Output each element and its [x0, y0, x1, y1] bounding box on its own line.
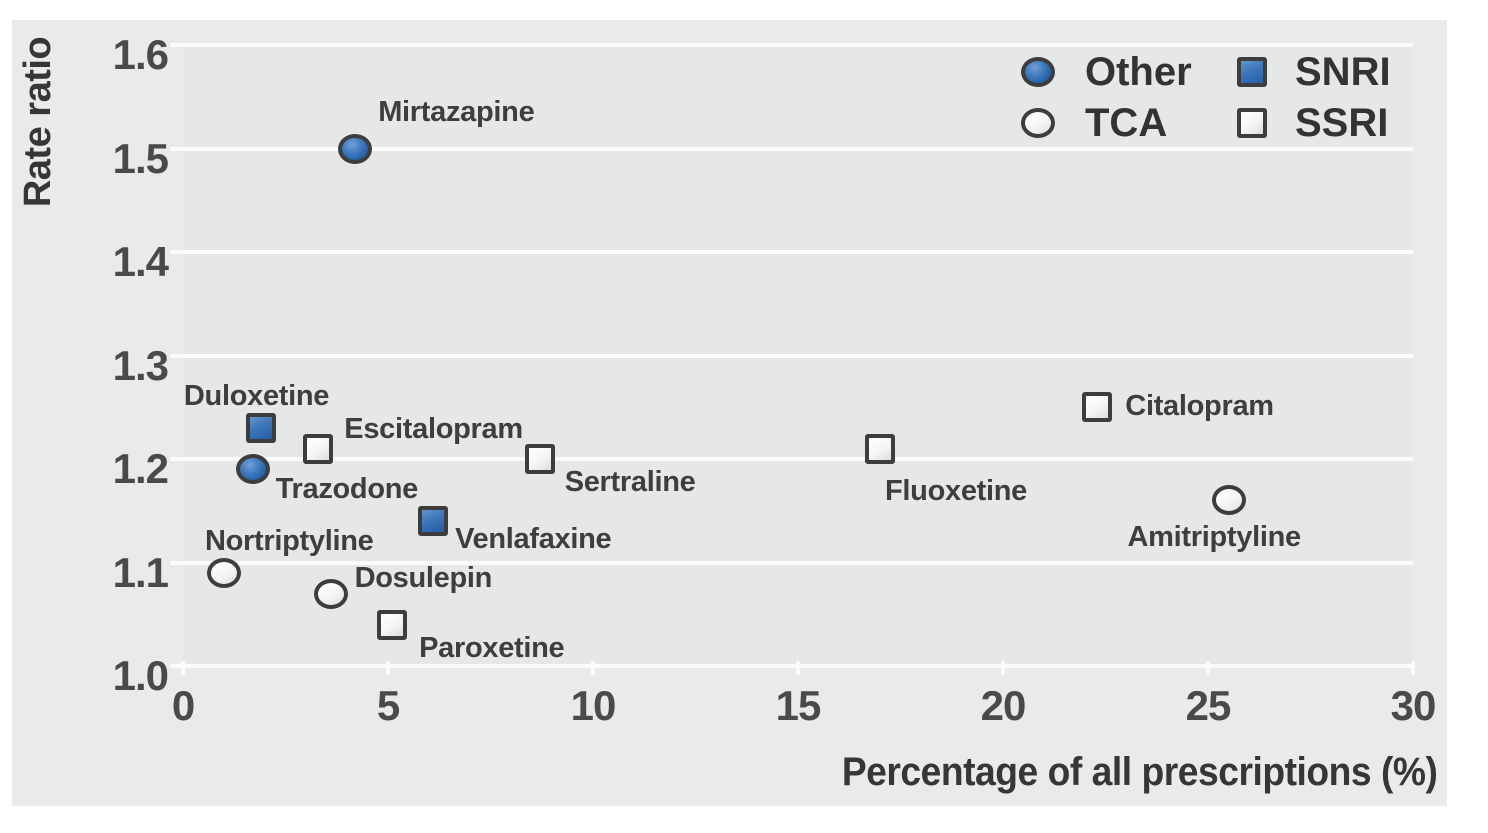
point-nortriptyline-label: Nortriptyline [205, 524, 374, 557]
y-axis-tick-label: 1.1 [112, 548, 169, 596]
y-axis-tick [170, 250, 184, 254]
gridline [183, 353, 1413, 358]
point-fluoxetine-label: Fluoxetine [885, 474, 1028, 507]
y-axis-title: Rate ratio [17, 36, 59, 208]
point-dosulepin-marker [313, 578, 348, 609]
x-axis-tick [591, 661, 595, 675]
point-trazodone-marker [235, 454, 270, 485]
x-axis-tick-label: 30 [1390, 682, 1437, 729]
y-axis-tick [170, 457, 184, 461]
point-citalopram-label: Citalopram [1125, 390, 1274, 423]
gridline [183, 250, 1413, 254]
point-paroxetine-marker [377, 609, 408, 640]
point-trazodone-label: Trazodone [275, 473, 419, 506]
legend-tca-marker-icon [1021, 108, 1055, 138]
x-axis-tick [1206, 661, 1210, 675]
point-sertraline-label: Sertraline [564, 466, 696, 498]
x-axis-tick [1411, 661, 1415, 675]
legend-ssri-marker-icon [1237, 108, 1267, 138]
y-axis-tick-label: 1.4 [112, 238, 169, 285]
x-axis-tick [181, 661, 185, 675]
y-axis-tick-label: 1.3 [112, 341, 169, 389]
x-axis-tick [386, 661, 390, 675]
point-venlafaxine-label: Venlafaxine [455, 523, 612, 556]
x-axis-tick-label: 10 [570, 682, 617, 729]
y-axis-tick [170, 43, 184, 47]
point-sertraline-marker [524, 444, 555, 474]
legend-snri-marker-icon [1237, 57, 1267, 87]
point-dosulepin-label: Dosulepin [354, 561, 493, 594]
point-amitriptyline-label: Amitriptyline [1127, 521, 1302, 554]
legend-ssri-label: SSRI [1295, 101, 1389, 145]
y-axis-tick [170, 353, 184, 358]
point-mirtazapine-marker [338, 133, 373, 164]
y-axis-tick-label: 1.5 [112, 134, 169, 182]
point-nortriptyline-marker [207, 557, 241, 588]
point-paroxetine-label: Paroxetine [419, 631, 565, 664]
point-venlafaxine-marker [418, 506, 449, 537]
y-axis-tick-label: 1.0 [112, 652, 169, 699]
point-citalopram-marker [1082, 392, 1113, 423]
gridline [183, 43, 1413, 47]
x-axis-tick [796, 661, 800, 675]
point-duloxetine-label: Duloxetine [183, 379, 330, 412]
gridline [183, 457, 1413, 461]
gridline [183, 560, 1413, 565]
x-axis-tick-label: 20 [980, 682, 1027, 729]
x-axis-tick-label: 5 [376, 682, 400, 729]
point-mirtazapine-label: Mirtazapine [378, 95, 535, 128]
y-axis-tick [170, 664, 184, 668]
point-duloxetine-marker [245, 412, 276, 443]
y-axis-tick-label: 1.2 [112, 445, 169, 492]
point-escitalopram-label: Escitalopram [344, 412, 523, 445]
point-escitalopram-marker [303, 433, 334, 464]
point-amitriptyline-marker [1211, 485, 1246, 516]
legend-snri-label: SNRI [1295, 50, 1391, 94]
legend-tca-label: TCA [1085, 101, 1168, 145]
y-axis-tick [170, 560, 184, 565]
point-fluoxetine-marker [865, 433, 895, 464]
x-axis-tick-label: 0 [171, 682, 195, 729]
legend-other-label: Other [1085, 50, 1192, 94]
legend-other-marker-icon [1021, 57, 1055, 87]
gridline [183, 146, 1413, 151]
y-axis-tick-label: 1.6 [112, 31, 169, 78]
y-axis-tick [170, 146, 184, 151]
x-axis-tick-label: 15 [775, 682, 822, 729]
x-axis-tick [1001, 661, 1005, 675]
x-axis-tick-label: 25 [1185, 682, 1232, 729]
x-axis-title: Percentage of all prescriptions (%) [841, 750, 1437, 794]
